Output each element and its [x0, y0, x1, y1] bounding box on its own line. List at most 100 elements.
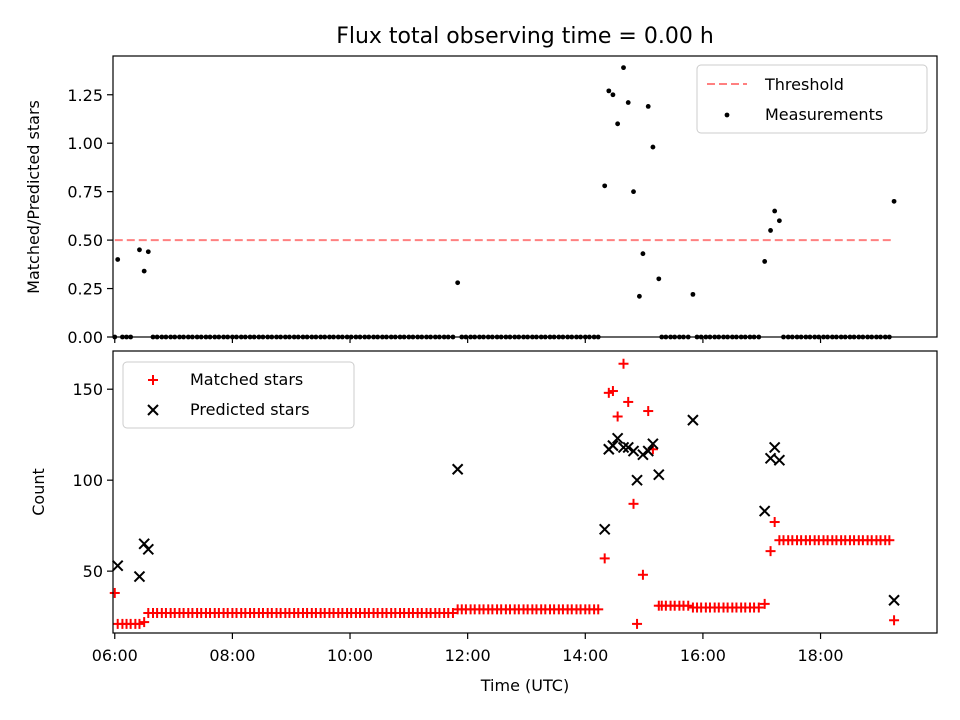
ratio-y-tick-label: 0.25 — [67, 280, 103, 299]
predicted-star-point — [653, 469, 665, 481]
ratio-y-ticks: 0.00 0.25 0.50 0.75 1.00 1.25 — [67, 86, 113, 347]
matched-star-point — [593, 604, 604, 615]
measurement-point — [645, 103, 651, 109]
count-panel: 50 100 150 06:00 08:00 10:00 12:00 14:00 16:00 1… — [29, 350, 938, 695]
matched-star-point — [607, 386, 618, 397]
predicted-star-point — [598, 523, 611, 536]
predicted-star-point — [758, 505, 771, 517]
matched-star-point — [612, 411, 623, 422]
predicted-star-point — [768, 441, 781, 454]
measurement-point — [640, 251, 646, 257]
legend-threshold-label: Threshold — [764, 75, 844, 94]
ratio-plot-area — [112, 65, 897, 340]
ratio-axes-frame — [112, 55, 938, 338]
matched-star-point — [139, 617, 150, 628]
predicted-star-point — [111, 559, 124, 572]
predicted-star-point — [647, 438, 659, 450]
ratio-legend: Threshold Measurements — [696, 64, 928, 134]
measurement-point — [610, 92, 616, 98]
predicted-star-point — [888, 594, 900, 606]
figure-title: Flux total observing time = 0.00 h — [336, 24, 714, 49]
legend-predicted-label: Predicted stars — [190, 400, 310, 419]
measurement-point — [625, 100, 631, 105]
ratio-y-axis-label: Matched/Predicted stars — [24, 100, 43, 294]
measurement-point — [621, 65, 626, 71]
measurement-point — [776, 218, 782, 224]
count-y-axis-label: Count — [29, 468, 48, 516]
predicted-star-point — [607, 439, 619, 452]
matched-star-point — [753, 602, 764, 613]
ratio-y-tick-label: 1.25 — [67, 86, 103, 105]
count-x-tick-label: 08:00 — [209, 646, 255, 665]
count-x-tick-label: 06:00 — [92, 646, 138, 665]
predicted-star-point — [451, 463, 464, 475]
predicted-star-point — [637, 448, 649, 461]
measurement-point — [768, 228, 773, 233]
measurement-point — [145, 249, 151, 255]
ratio-x-ticks — [114, 337, 822, 343]
matched-star-point — [643, 406, 654, 417]
predicted-star-point — [133, 570, 146, 583]
ratio-y-tick-label: 0.75 — [67, 183, 103, 202]
count-x-axis-label: Time (UTC) — [480, 676, 569, 695]
matched-star-point — [623, 396, 634, 407]
measurement-point — [772, 208, 778, 214]
matched-star-point — [109, 587, 120, 598]
matched-star-point — [889, 615, 900, 626]
legend-measurements-swatch — [724, 112, 730, 118]
measurement-point — [631, 189, 636, 195]
ratio-panel: 0.00 0.25 0.50 0.75 1.00 1.25 Matched/Predict… — [24, 55, 938, 347]
count-x-tick-label: 14:00 — [562, 646, 608, 665]
predicted-star-point — [611, 432, 624, 445]
predicted-star-point — [773, 454, 786, 466]
matched-star-point — [632, 618, 643, 629]
predicted-star-point — [687, 414, 699, 426]
measurement-point — [602, 183, 608, 189]
legend-matched-swatch — [148, 375, 158, 385]
measurement-point — [115, 257, 121, 262]
ratio-y-tick-label: 0.00 — [67, 328, 103, 347]
predicted-star-point — [617, 441, 630, 454]
matched-star-point — [134, 618, 145, 629]
measurement-point — [606, 88, 612, 94]
count-x-tick-label: 18:00 — [797, 646, 843, 665]
legend-predicted-swatch — [147, 404, 159, 416]
measurement-point — [455, 280, 461, 286]
matched-star-point — [618, 358, 629, 369]
measurement-point — [636, 293, 642, 299]
predicted-star-point — [627, 445, 640, 457]
predicted-star-point — [631, 474, 643, 486]
count-x-tick-label: 16:00 — [680, 646, 726, 665]
predicted-star-point — [642, 445, 654, 457]
matched-star-point — [683, 600, 694, 611]
predicted-star-point — [622, 441, 634, 454]
matched-star-point — [637, 569, 648, 580]
measurement-point — [141, 268, 147, 274]
matched-star-point — [769, 517, 780, 528]
legend-measurements-label: Measurements — [765, 105, 883, 124]
matched-star-point — [599, 553, 610, 564]
measurement-point — [615, 121, 621, 127]
count-legend-box — [122, 361, 355, 429]
count-y-tick-label: 150 — [72, 380, 103, 399]
measurement-point — [137, 247, 142, 253]
matched-star-point — [759, 598, 770, 609]
measurement-point — [656, 276, 662, 282]
predicted-star-point — [142, 543, 154, 556]
ratio-y-tick-label: 0.50 — [67, 231, 103, 250]
count-y-tick-label: 50 — [83, 562, 103, 581]
measurement-point — [650, 144, 656, 150]
measurement-point — [891, 198, 897, 204]
count-plot-area — [109, 358, 900, 629]
count-x-ticks: 06:00 08:00 10:00 12:00 14:00 16:00 18:00 — [92, 633, 844, 665]
ratio-legend-box — [696, 64, 928, 134]
count-y-ticks: 50 100 150 — [72, 380, 113, 581]
legend-matched-label: Matched stars — [190, 370, 303, 389]
count-legend: Matched stars Predicted stars — [122, 361, 355, 429]
count-y-tick-label: 100 — [72, 471, 103, 490]
matched-star-point — [628, 498, 639, 509]
ratio-y-tick-label: 1.00 — [67, 134, 103, 153]
matched-star-point — [884, 535, 895, 546]
count-axes-frame — [112, 350, 938, 634]
